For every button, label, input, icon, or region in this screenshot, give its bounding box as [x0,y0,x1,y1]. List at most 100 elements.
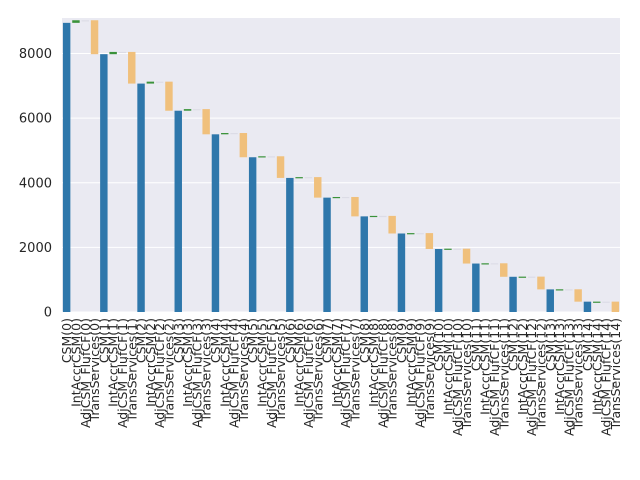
x-tick-label: IntAccrCSM(8) [366,318,381,407]
bar-zero [379,215,387,218]
bar-csm [472,263,480,312]
x-tick-label: CSM(10) [431,318,446,371]
x-tick-label: AdjCSM_FlufCF(2) [152,318,167,428]
x-tick-label: AdjCSM_FlufCF(4) [227,318,242,428]
x-tick-label: TransServices(7) [347,318,362,422]
bar-increase [221,133,229,135]
bar-zero [118,51,127,54]
x-tick-label: AdjCSM_FlufCF(7) [338,318,353,428]
bar-decrease [165,81,173,111]
x-tick-label: AdjCSM_FlufCF(14) [599,318,614,436]
x-tick-label: CSM(11) [468,318,483,371]
x-tick-label: CSM(0) [59,318,74,363]
bar-zero [527,276,536,278]
bar-csm [137,83,145,312]
bar-csm [323,197,331,312]
bar-csm [583,301,592,312]
x-tick-label: TransServices(1) [124,318,139,422]
x-tick-label: AdjCSM_FlufCF(5) [264,318,279,428]
bar-zero [267,156,275,158]
x-tick-label: TransServices(8) [385,318,400,422]
y-tick-label: 4000 [19,176,52,191]
x-tick-label: AdjCSM_FlufCF(11) [487,318,502,436]
bar-csm [397,233,406,312]
bar-zero [155,81,164,83]
x-tick-label: CSM(3) [171,318,186,363]
x-tick-label: AdjCSM_FlufCF(3) [189,318,204,428]
bar-zero [416,233,424,235]
bar-csm [211,134,220,312]
x-tick-label: AdjCSM_FlufCF(6) [301,318,316,428]
bar-decrease [90,20,99,55]
bar-increase [481,263,489,265]
y-tick-label: 6000 [19,112,52,127]
x-tick-label: IntAccrCSM(11) [478,318,493,415]
x-tick-label: CSM(12) [506,318,521,371]
x-tick-label: IntAccrCSM(4) [217,318,232,407]
x-tick-label: CSM(13) [543,318,558,371]
bar-csm [62,22,71,312]
bar-decrease [500,263,508,277]
x-tick-label: IntAccrCSM(13) [552,318,567,415]
x-tick-label: IntAccrCSM(2) [143,318,158,407]
x-tick-label: AdjCSM_FlufCF(1) [115,318,130,428]
bar-increase [146,81,155,84]
bar-decrease [425,233,434,249]
x-tick-label: TransServices(9) [422,318,437,422]
x-tick-label: IntAccrCSM(0) [68,318,83,407]
bar-increase [369,215,378,218]
x-tick-label: CSM(2) [134,318,149,363]
x-tick-label: AdjCSM_FlufCF(8) [375,318,390,428]
bar-decrease [276,156,285,178]
y-tick-label: 2000 [19,241,52,256]
bar-increase [518,276,527,278]
bar-csm [546,289,554,312]
bar-increase [555,289,564,291]
bar-zero [304,177,313,179]
bar-zero [193,109,201,111]
bar-decrease [239,133,248,158]
bar-increase [183,109,192,111]
x-tick-label: TransServices(5) [273,318,288,422]
bar-csm [248,157,257,312]
x-tick-label: TransServices(12) [533,318,548,430]
bar-csm [509,276,517,312]
bar-zero [453,248,461,250]
bar-zero [490,263,499,265]
x-tick-label: IntAccrCSM(10) [440,318,455,415]
x-tick-label: AdjCSM_FlufCF(9) [413,318,428,428]
x-tick-label: TransServices(3) [199,318,214,422]
bar-increase [295,177,303,179]
x-tick-label: CSM(1) [96,318,111,363]
bar-zero [81,20,89,22]
y-tick-label: 8000 [19,47,52,62]
bar-decrease [388,215,396,234]
y-tick-label: 0 [44,306,52,321]
bar-zero [230,133,238,135]
x-tick-label: IntAccrCSM(9) [403,318,418,407]
x-tick-label: TransServices(14) [608,318,623,430]
bar-decrease [611,301,620,312]
grid-lines [62,53,620,313]
bar-increase [407,233,415,235]
x-tick-label: CSM(6) [282,318,297,363]
x-tick-label: TransServices(13) [571,318,586,430]
x-tick-label: TransServices(6) [310,318,325,422]
x-tick-label: AdjCSM_FlufCF(0) [78,318,93,428]
bar-decrease [351,196,359,217]
x-tick-label: AdjCSM_FlufCF(10) [450,318,465,436]
bar-zero [565,289,573,291]
x-tick-label: CSM(4) [208,318,223,363]
bar-increase [258,156,266,158]
x-tick-label: IntAccrCSM(7) [329,318,344,407]
x-tick-label: TransServices(2) [161,318,176,422]
x-tick-label: IntAccrCSM(6) [292,318,307,407]
y-axis-ticks: 0 2000 4000 6000 8000 [19,47,52,320]
bar-increase [593,301,601,303]
bar-decrease [128,51,136,84]
x-tick-label: TransServices(4) [236,318,251,422]
bar-csm [360,216,368,312]
bar-decrease [537,276,545,290]
bar-increase [109,51,117,55]
